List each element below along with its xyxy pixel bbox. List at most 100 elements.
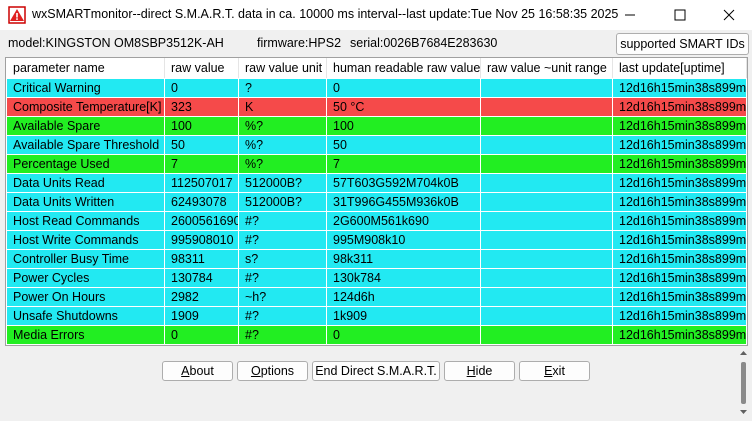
table-cell: Data Units Read — [7, 174, 164, 192]
app-icon — [8, 6, 26, 24]
table-cell: 12d16h15min38s899ms — [613, 269, 746, 287]
table-cell: 12d16h15min38s899ms — [613, 155, 746, 173]
table-cell: 130784 — [165, 269, 238, 287]
table-cell: Controller Busy Time — [7, 250, 164, 268]
table-cell: %? — [239, 117, 326, 135]
table-cell — [481, 326, 612, 344]
table-cell: #? — [239, 231, 326, 249]
table-cell: 12d16h15min38s899ms — [613, 250, 746, 268]
table-cell: Power Cycles — [7, 269, 164, 287]
table-cell: 2982 — [165, 288, 238, 306]
table-cell: Power On Hours — [7, 288, 164, 306]
table-cell — [481, 250, 612, 268]
title-bar: wxSMARTmonitor--direct S.M.A.R.T. data i… — [0, 0, 752, 30]
table-row: Composite Temperature[K] 323 K 50 °C 12d16h1… — [6, 98, 747, 116]
table-cell: 512000B? — [239, 193, 326, 211]
table-cell: K — [239, 98, 326, 116]
table-cell: #? — [239, 307, 326, 325]
maximize[interactable] — [674, 9, 686, 21]
button[interactable]: About — [162, 361, 233, 381]
table-cell: 0 — [327, 79, 480, 97]
table-cell: 130k784 — [327, 269, 480, 287]
model: model:KINGSTON OM8SBP3512K-AH — [8, 36, 224, 50]
table-cell: 12d16h15min38s899ms — [613, 326, 746, 344]
table-cell: 100 — [165, 117, 238, 135]
table-cell: 50 °C — [327, 98, 480, 116]
table-cell: Host Write Commands — [7, 231, 164, 249]
table-cell: Critical Warning — [7, 79, 164, 97]
table-cell: 50 — [327, 136, 480, 154]
table-cell: 98k311 — [327, 250, 480, 268]
table-cell: 1909 — [165, 307, 238, 325]
column-header: last update[uptime] — [613, 58, 747, 78]
table-cell — [481, 288, 612, 306]
column-header: raw value ~unit range — [481, 58, 613, 78]
table-cell: 12d16h15min38s899ms — [613, 117, 746, 135]
table-cell: 12d16h15min38s899ms — [613, 288, 746, 306]
table-cell: 0 — [165, 326, 238, 344]
table-cell: %? — [239, 155, 326, 173]
table-cell: 2600561690 — [165, 212, 238, 230]
table-cell: 100 — [327, 117, 480, 135]
table-row: Media Errors 0 #? 0 12d16h15min38s899ms — [6, 326, 747, 344]
scrollbar[interactable] — [736, 346, 751, 421]
close[interactable] — [723, 9, 735, 21]
table-cell: 12d16h15min38s899ms — [613, 136, 746, 154]
table-cell: 12d16h15min38s899ms — [613, 212, 746, 230]
smart-table: parameter name raw value raw value unit hum… — [5, 57, 748, 346]
table-row: Critical Warning 0? 0 12d16h15min38s899ms — [6, 79, 747, 97]
serial: serial:0026B7684E283630 — [350, 36, 498, 50]
column-header: raw value — [165, 58, 239, 78]
table-row: Power On Hours 2982 ~h? 124d6h 12d16h15min38… — [6, 288, 747, 306]
table-cell: 62493078 — [165, 193, 238, 211]
table-cell: 323 — [165, 98, 238, 116]
table-cell — [481, 155, 612, 173]
table-cell: Data Units Written — [7, 193, 164, 211]
table-cell: Host Read Commands — [7, 212, 164, 230]
table-cell: 12d16h15min38s899ms — [613, 98, 746, 116]
table-cell — [481, 117, 612, 135]
button[interactable]: End Direct S.M.A.R.T. — [312, 361, 440, 381]
table-cell: 57T603G592M704k0B — [327, 174, 480, 192]
table-cell: 12d16h15min38s899ms — [613, 174, 746, 192]
column-header: raw value unit — [239, 58, 327, 78]
table-row: Unsafe Shutdowns 1909 #? 1k909 12d16h15min38… — [6, 307, 747, 325]
table-cell — [481, 136, 612, 154]
table-cell — [481, 193, 612, 211]
column-header: human readable raw value — [327, 58, 481, 78]
table-cell: 12d16h15min38s899ms — [613, 193, 746, 211]
table-cell: Media Errors — [7, 326, 164, 344]
table-cell: %? — [239, 136, 326, 154]
table-cell: 50 — [165, 136, 238, 154]
table-cell: Percentage Used — [7, 155, 164, 173]
table-row: Data Units Written 62493078 512000B? 31T996… — [6, 193, 747, 211]
table-cell: 512000B? — [239, 174, 326, 192]
table-cell — [481, 212, 612, 230]
table-cell: ? — [239, 79, 326, 97]
table-cell — [481, 98, 612, 116]
table-cell: 31T996G455M936k0B — [327, 193, 480, 211]
table-cell: 98311 — [165, 250, 238, 268]
table-row: Available Spare Threshold 50%? 50 12d16h15m… — [6, 136, 747, 154]
table-cell: #? — [239, 212, 326, 230]
table-cell: 12d16h15min38s899ms — [613, 231, 746, 249]
table-cell: ~h? — [239, 288, 326, 306]
supported-ids-button[interactable]: supported SMART IDs — [616, 33, 749, 55]
table-row: Controller Busy Time 98311 s? 98k311 12d16h1… — [6, 250, 747, 268]
table-row: Percentage Used 7%? 7 12d16h15min38s899ms — [6, 155, 747, 173]
firmware: firmware:HPS2 — [257, 36, 342, 50]
table-row: Power Cycles 130784 #? 130k784 12d16h15min38… — [6, 269, 747, 287]
table-cell: 0 — [327, 326, 480, 344]
table-cell — [481, 79, 612, 97]
table-cell: Available Spare — [7, 117, 164, 135]
table-cell: Unsafe Shutdowns — [7, 307, 164, 325]
table-cell: 124d6h — [327, 288, 480, 306]
column-header: parameter name — [7, 58, 165, 78]
button[interactable]: Exit — [519, 361, 590, 381]
button[interactable]: Options — [237, 361, 308, 381]
table-cell: 995M908k10 — [327, 231, 480, 249]
table-cell: 7 — [165, 155, 238, 173]
table-cell: #? — [239, 326, 326, 344]
button[interactable]: Hide — [444, 361, 515, 381]
table-cell: 7 — [327, 155, 480, 173]
